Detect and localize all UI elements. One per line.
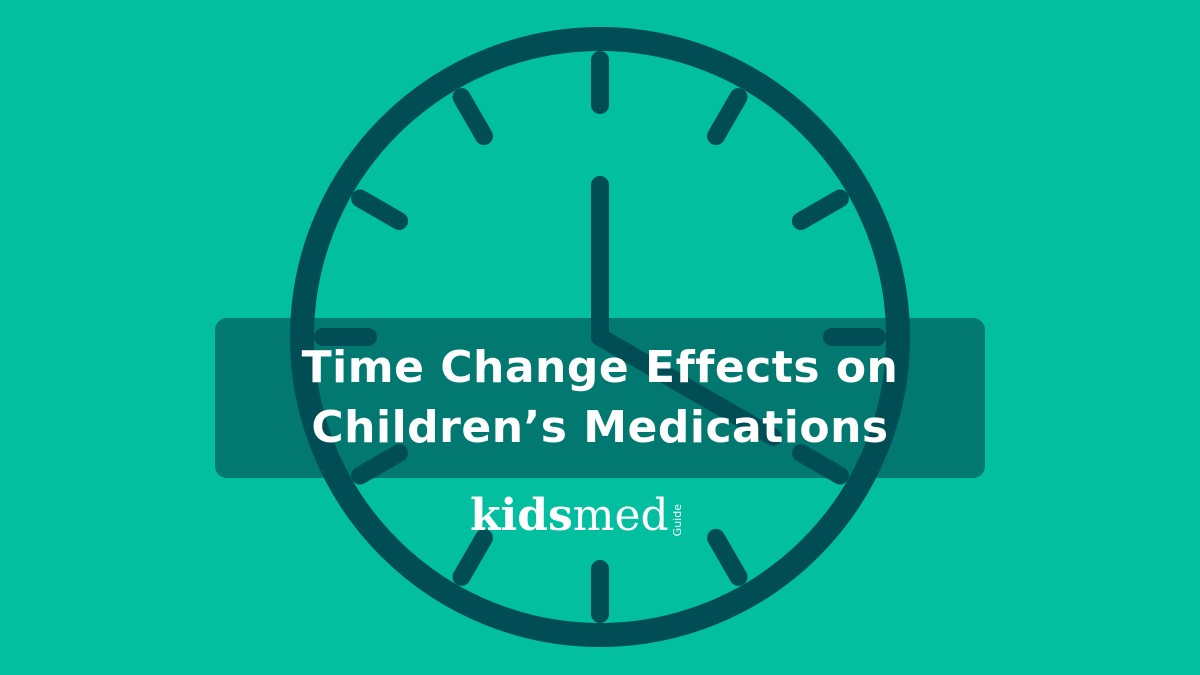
logo-med: med: [572, 490, 669, 541]
title-line-1: Time Change Effects on: [301, 342, 899, 393]
hour-tick: [791, 189, 849, 230]
hour-tick: [452, 88, 493, 146]
hour-tick: [351, 189, 409, 230]
kidsmed-guide-logo: kids med Guide: [470, 488, 684, 538]
hour-tick: [707, 88, 748, 146]
hour-tick: [707, 528, 748, 586]
title-banner: Time Change Effects on Children’s Medica…: [215, 318, 985, 478]
title-line-2: Children’s Medications: [311, 402, 889, 453]
logo-guide: Guide: [670, 503, 684, 536]
logo-kids: kids: [470, 490, 573, 541]
hour-tick: [452, 528, 493, 586]
